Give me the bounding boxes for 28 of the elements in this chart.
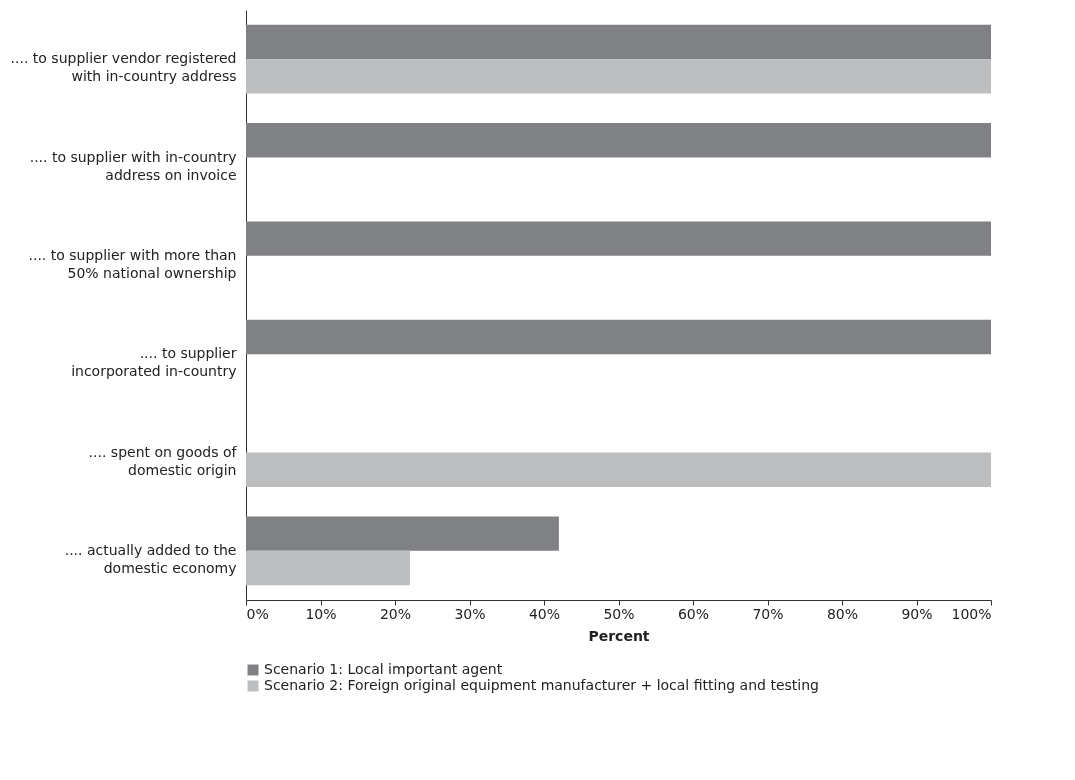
x-tick-label: 50% bbox=[603, 605, 635, 622]
y-tick-label: .... to supplier with in-country address on invoice bbox=[29, 148, 237, 183]
x-tick-label: 80% bbox=[826, 605, 859, 622]
bar bbox=[246, 516, 559, 551]
x-axis-title: Percent bbox=[588, 627, 650, 644]
bar bbox=[246, 59, 991, 94]
y-tick-label: .... actually added to the domestic economy bbox=[64, 541, 237, 576]
y-tick-label: .... spent on goods of domestic origin bbox=[88, 443, 238, 478]
x-tick-label: 30% bbox=[454, 605, 486, 622]
x-tick-label: 10% bbox=[305, 605, 337, 622]
x-tick-label: 90% bbox=[901, 605, 933, 622]
x-tick-label: 40% bbox=[528, 605, 561, 622]
bar bbox=[246, 452, 991, 487]
legend-label: Scenario 1: Local important agent bbox=[264, 661, 503, 677]
x-tick-label: 0% bbox=[246, 605, 269, 622]
y-tick-label: .... to supplier with more than 50% national ownership bbox=[28, 246, 237, 281]
legend-label: Scenario 2: Foreign original equipment manufacturer + local fitting and testing bbox=[264, 677, 819, 693]
x-tick-label: 60% bbox=[677, 605, 710, 622]
bar bbox=[246, 319, 991, 355]
y-tick-label: .... to supplier vendor registered with in-country address bbox=[10, 50, 237, 85]
bar bbox=[246, 221, 991, 256]
x-tick-label: 70% bbox=[752, 605, 784, 622]
x-tick-label: 100% bbox=[951, 605, 992, 622]
y-tick-label: .... to supplier incorporated in-country bbox=[71, 345, 237, 380]
x-tick-label: 20% bbox=[379, 605, 412, 622]
bar bbox=[246, 123, 991, 158]
bar bbox=[246, 550, 410, 586]
bar bbox=[246, 24, 991, 60]
